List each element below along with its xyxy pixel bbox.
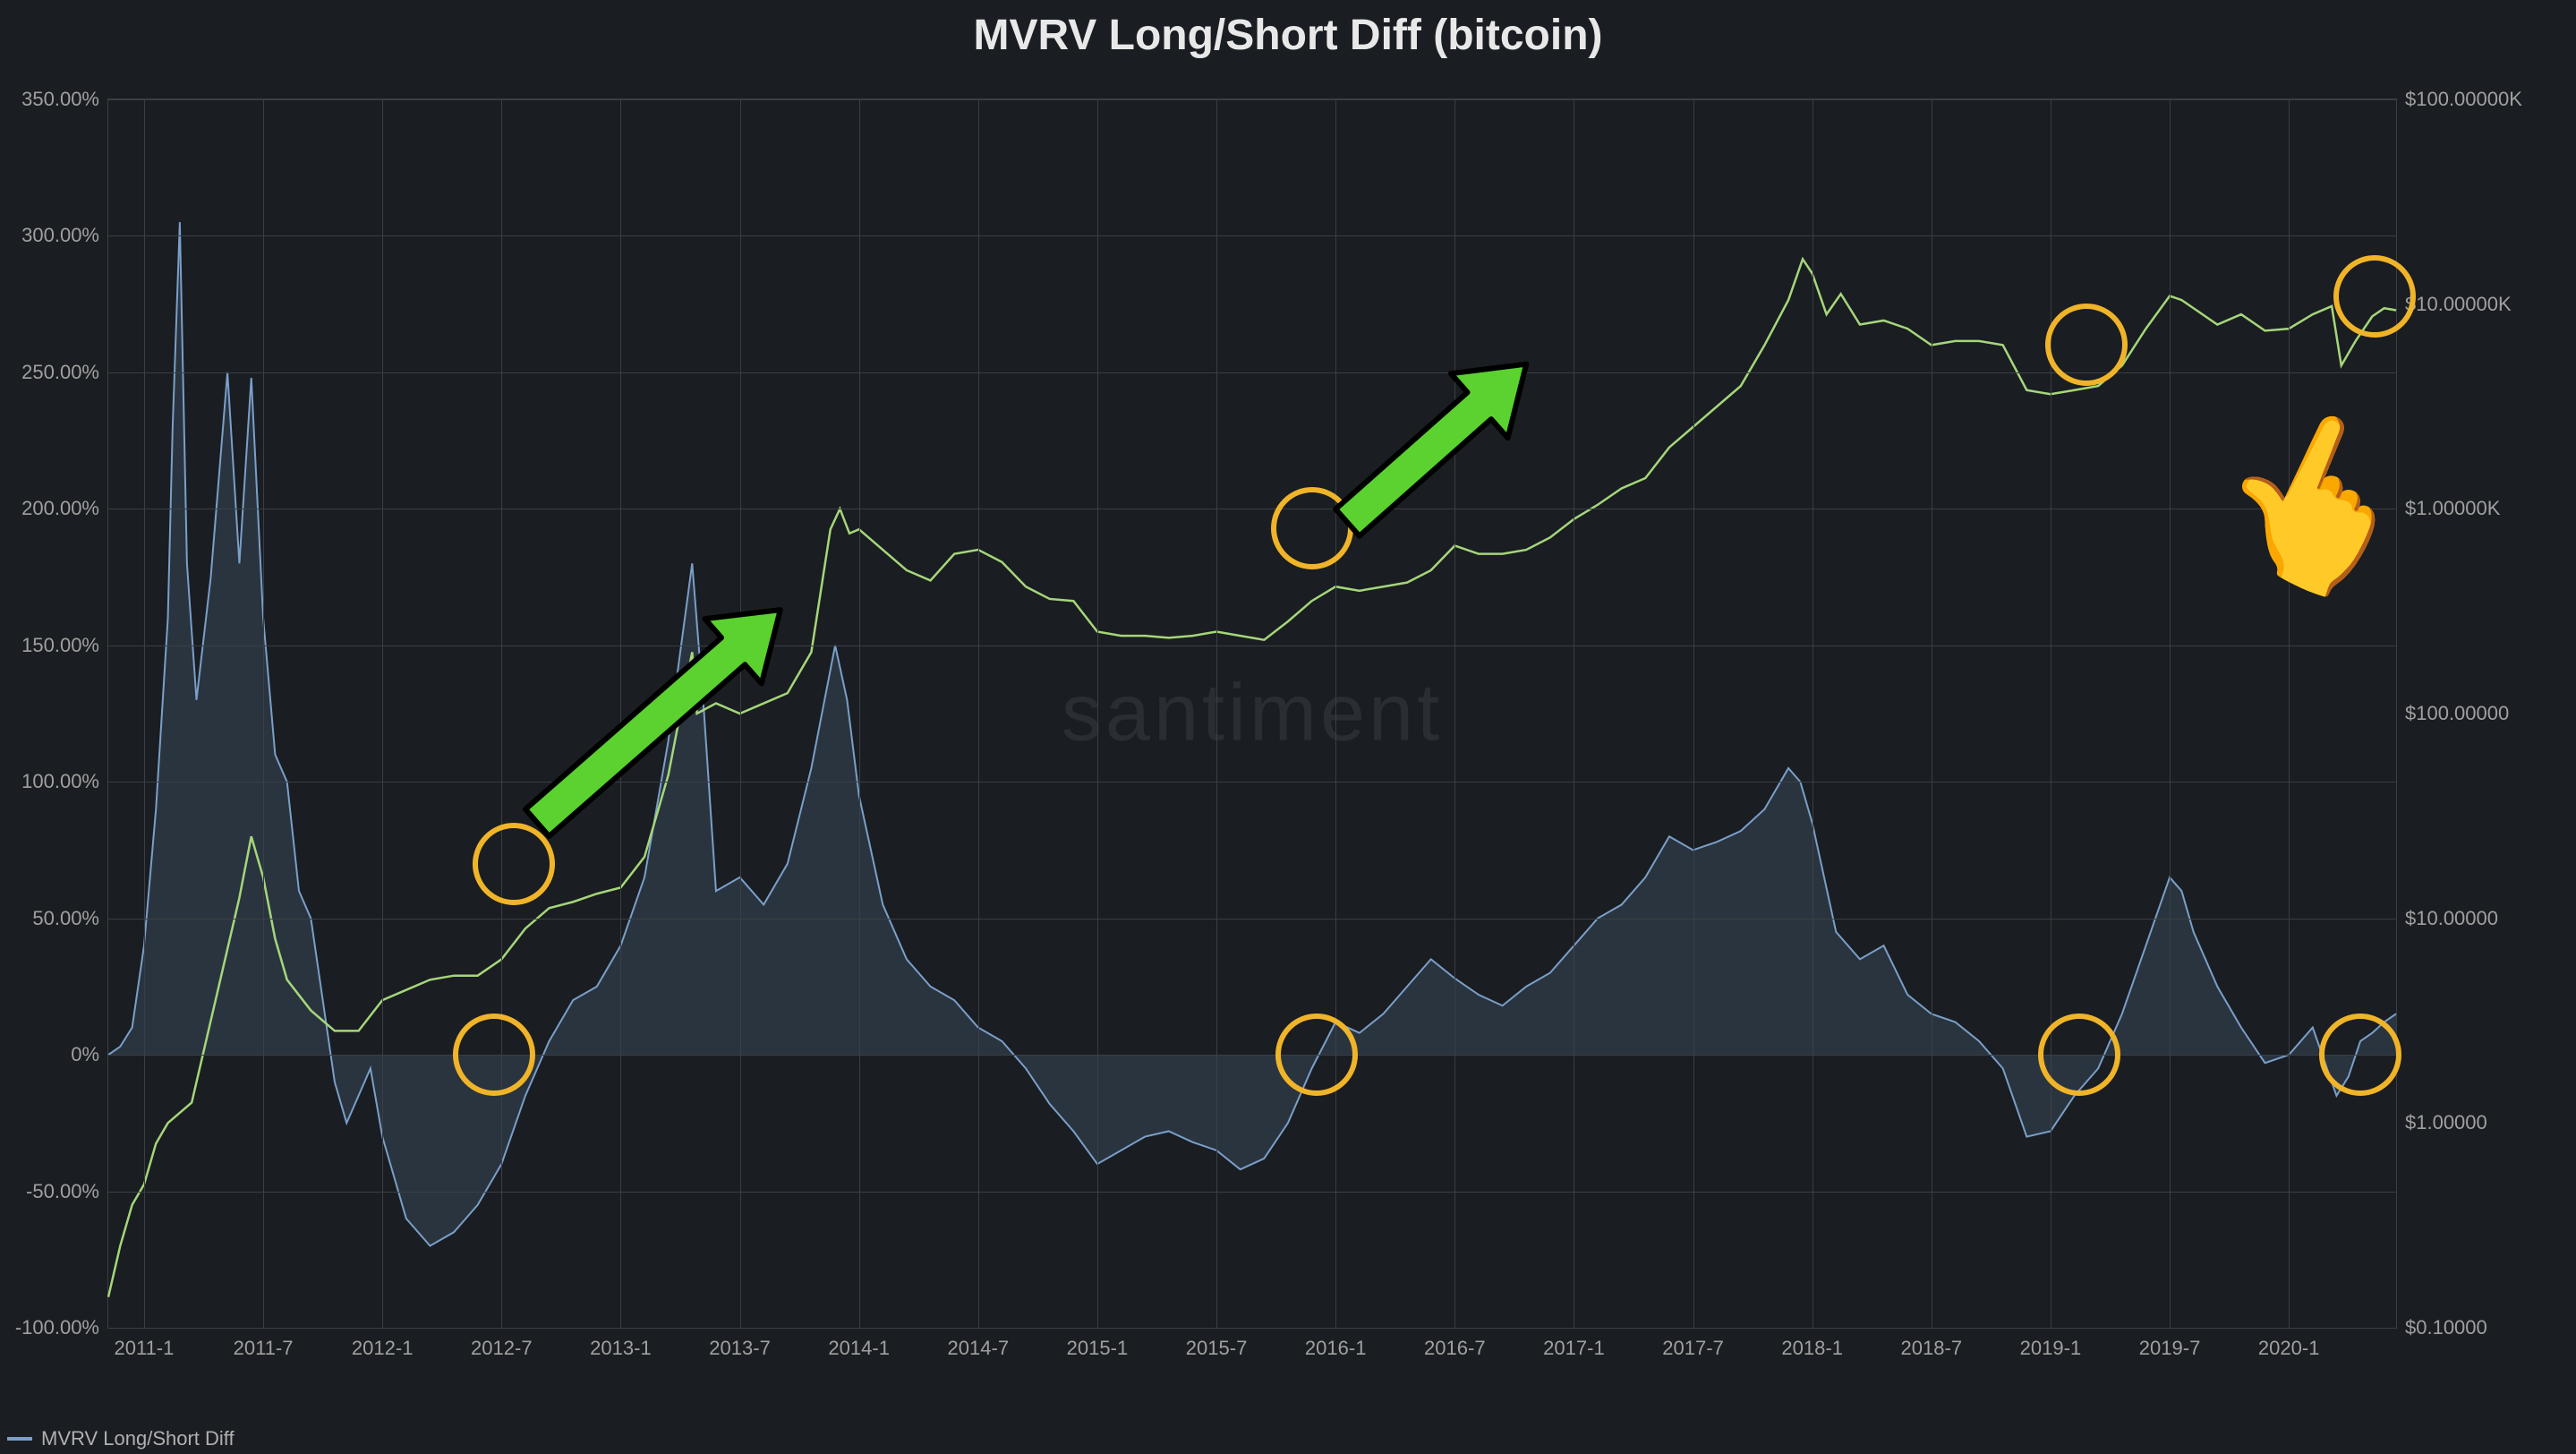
x-axis-label: 2011-7 [234, 1337, 294, 1360]
y-axis-left-label: -50.00% [10, 1180, 99, 1203]
y-axis-right-label: $100.00000K [2405, 88, 2566, 111]
x-axis-label: 2019-1 [2020, 1337, 2082, 1360]
annotation-overlay [108, 99, 2396, 1328]
legend: MVRV Long/Short Diff [7, 1427, 235, 1450]
x-axis-label: 2012-7 [471, 1337, 533, 1360]
y-axis-left-label: 200.00% [10, 497, 99, 520]
x-axis-label: 2018-1 [1781, 1337, 1843, 1360]
x-axis-label: 2016-7 [1424, 1337, 1486, 1360]
y-axis-left-label: 150.00% [10, 634, 99, 657]
y-axis-left-label: 300.00% [10, 224, 99, 247]
y-axis-left-label: 100.00% [10, 770, 99, 793]
y-axis-left-label: 350.00% [10, 88, 99, 111]
x-axis-label: 2014-1 [828, 1337, 890, 1360]
y-axis-right-label: $0.10000 [2405, 1316, 2566, 1339]
x-axis-label: 2013-1 [590, 1337, 652, 1360]
x-axis-label: 2016-1 [1305, 1337, 1367, 1360]
x-axis-label: 2015-1 [1067, 1337, 1129, 1360]
x-axis-label: 2011-1 [115, 1337, 175, 1360]
chart-container: santiment 2011-12011-72012-12012-72013-1… [107, 72, 2397, 1364]
x-axis-label: 2018-7 [1901, 1337, 1963, 1360]
gridline-horizontal [108, 1328, 2396, 1329]
y-axis-right-label: $10.00000 [2405, 907, 2566, 930]
legend-label: MVRV Long/Short Diff [41, 1427, 235, 1450]
y-axis-right-label: $1.00000K [2405, 497, 2566, 520]
y-axis-left-label: -100.00% [10, 1316, 99, 1339]
chart-title: MVRV Long/Short Diff (bitcoin) [0, 0, 2576, 71]
x-axis-label: 2014-7 [948, 1337, 1010, 1360]
plot-area: santiment 2011-12011-72012-12012-72013-1… [107, 98, 2397, 1329]
up-arrow [525, 610, 780, 836]
up-arrow [1335, 364, 1526, 536]
x-axis-label: 2017-7 [1662, 1337, 1724, 1360]
y-axis-left-label: 50.00% [10, 907, 99, 930]
y-axis-left-label: 0% [10, 1043, 99, 1066]
x-axis-label: 2017-1 [1543, 1337, 1605, 1360]
y-axis-right-label: $1.00000 [2405, 1111, 2566, 1134]
y-axis-right-label: $100.00000 [2405, 702, 2566, 725]
x-axis-label: 2020-1 [2258, 1337, 2320, 1360]
legend-swatch [7, 1437, 32, 1441]
x-axis-label: 2019-7 [2139, 1337, 2201, 1360]
x-axis-label: 2013-7 [709, 1337, 771, 1360]
x-axis-label: 2012-1 [352, 1337, 414, 1360]
y-axis-right-label: $10.00000K [2405, 293, 2566, 316]
y-axis-left-label: 250.00% [10, 361, 99, 384]
x-axis-label: 2015-7 [1186, 1337, 1248, 1360]
